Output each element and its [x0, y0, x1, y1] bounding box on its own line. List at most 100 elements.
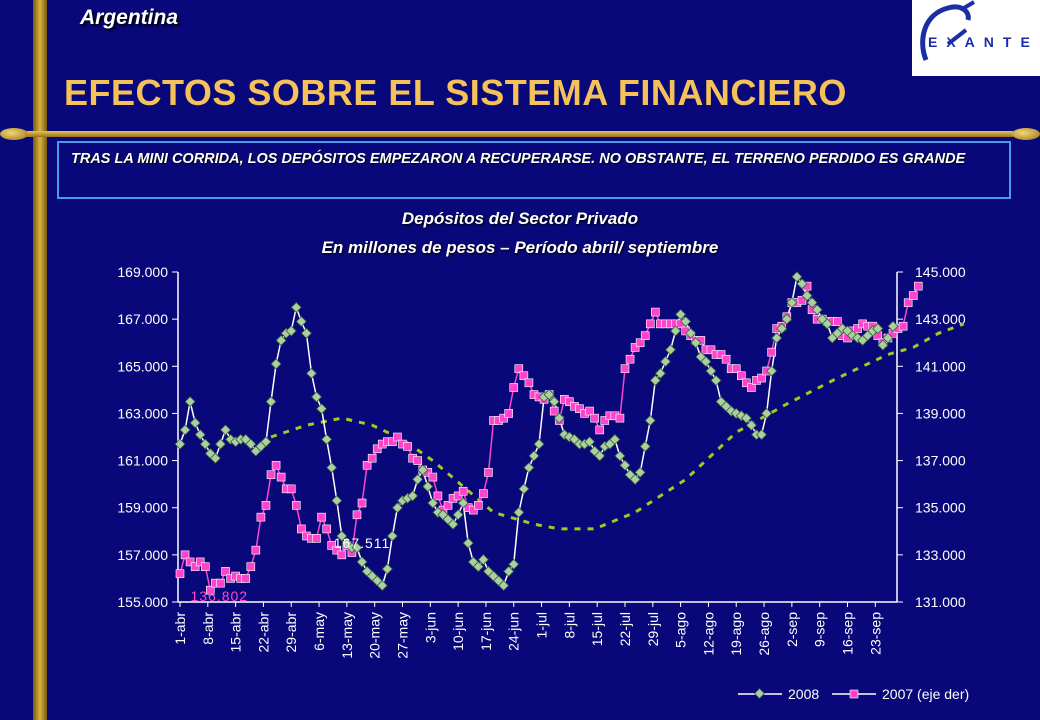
- series-2007-point: [251, 545, 261, 555]
- series-2008-point: [756, 429, 768, 441]
- series-2007-point: [352, 510, 362, 520]
- series-2007-point: [706, 345, 716, 355]
- series-2008-point: [214, 438, 226, 450]
- horizontal-gold-bar: [0, 128, 1040, 140]
- series-2007-point: [620, 364, 630, 373]
- series-2007-point: [565, 397, 574, 406]
- series-2008-point: [821, 318, 833, 330]
- series-2008-point: [629, 473, 641, 485]
- series-2007-point: [716, 350, 726, 359]
- series-2008-point: [422, 480, 434, 493]
- x-tick-label: 22-jul: [617, 612, 633, 646]
- series-2008-point: [184, 396, 196, 408]
- series-2007-point: [372, 444, 382, 454]
- series-2008-point: [664, 344, 677, 356]
- series-2008-point: [381, 563, 393, 575]
- series-2007-point: [757, 373, 766, 383]
- logo-text: EXANTE: [928, 34, 1039, 50]
- series-2008-point: [462, 537, 474, 549]
- series-2008-point: [270, 358, 282, 370]
- series-2007-point: [833, 317, 842, 326]
- series-2007-point: [514, 364, 524, 373]
- series-2007-point: [256, 512, 266, 522]
- series-2008-point: [761, 407, 773, 419]
- series-2008-point: [209, 452, 221, 464]
- series-2007-point: [312, 534, 321, 543]
- series-2008-point: [285, 325, 297, 337]
- left-tick-label: 163.000: [117, 405, 168, 421]
- legend-2008-label: 2008: [788, 686, 819, 702]
- series-2007-point: [458, 486, 468, 496]
- chart-title: Depósitos del Sector Privado: [401, 209, 639, 228]
- series-2008-point: [290, 301, 302, 313]
- series-2007-point: [509, 383, 519, 392]
- series-2008-point: [639, 440, 651, 452]
- series-2008-point: [705, 365, 717, 377]
- left-tick-label: 155.000: [117, 594, 168, 610]
- series-2008-point: [553, 412, 565, 424]
- series-2007-point: [216, 578, 225, 588]
- series-2008-point: [265, 396, 277, 408]
- x-tick-label: 19-ago: [728, 612, 744, 656]
- left-tick-label: 167.000: [117, 311, 168, 327]
- series-2008-point: [745, 419, 757, 431]
- series-2007-point: [600, 416, 610, 425]
- series-2008-point: [452, 509, 464, 521]
- series-2007-point: [292, 501, 301, 510]
- series-2007-point: [484, 468, 493, 477]
- data-annotation: 144.413: [879, 0, 937, 3]
- series-2008-point: [675, 308, 687, 320]
- series-2007-point: [625, 354, 635, 364]
- series-2007-point: [246, 562, 256, 571]
- data-annotation: 136.802: [190, 588, 248, 604]
- series-2007-point: [767, 347, 776, 357]
- right-tick-label: 131.000: [915, 594, 966, 610]
- series-2007-point: [590, 413, 599, 423]
- right-tick-label: 133.000: [915, 547, 966, 563]
- series-2007-point: [317, 512, 326, 522]
- series-2007-point: [913, 281, 923, 291]
- series-2007-point: [524, 378, 534, 388]
- series-2007-point: [388, 437, 397, 447]
- series-2008-point: [351, 542, 363, 554]
- left-tick-label: 165.000: [117, 358, 168, 374]
- series-2008-point: [503, 565, 515, 577]
- series-2008-point: [295, 315, 307, 328]
- series-2008-point: [391, 502, 403, 514]
- series-2008-point: [179, 424, 191, 436]
- left-tick-label: 159.000: [117, 500, 168, 516]
- series-2008-point: [508, 558, 520, 570]
- x-tick-label: 20-may: [367, 612, 383, 659]
- series-2008-point: [801, 290, 813, 302]
- series-2007-point: [337, 550, 347, 560]
- series-2007-point: [453, 491, 463, 501]
- series-2008-point: [305, 367, 317, 379]
- series-2008-point: [245, 438, 257, 450]
- series-2008-point: [316, 403, 328, 415]
- x-tick-label: 16-sep: [839, 612, 855, 655]
- series-2007-point: [595, 425, 605, 435]
- series-2008-point: [786, 297, 798, 309]
- series-2008-point: [407, 490, 419, 502]
- series-2007-point: [403, 442, 412, 451]
- x-tick-label: 1-abr: [172, 612, 188, 645]
- series-2008-point: [685, 327, 697, 339]
- series-2007-point: [645, 319, 655, 329]
- series-2007-point: [327, 541, 337, 550]
- series-2007-point: [549, 406, 559, 416]
- right-tick-label: 143.000: [915, 311, 966, 327]
- series-2008-point: [690, 337, 702, 349]
- series-2008-point: [300, 327, 312, 339]
- data-annotation: 167.511: [334, 535, 391, 551]
- x-tick-label: 12-ago: [700, 612, 716, 656]
- series-2007-point: [393, 432, 402, 442]
- series-2007-point: [433, 491, 443, 501]
- x-tick-label: 15-jul: [589, 612, 605, 646]
- exante-logo: EXANTE: [912, 0, 1040, 76]
- series-2008-point: [634, 466, 646, 478]
- series-2008-point: [376, 579, 388, 592]
- x-tick-label: 8-abr: [200, 612, 216, 645]
- series-2008-point: [594, 450, 606, 462]
- x-tick-label: 9-sep: [812, 612, 828, 647]
